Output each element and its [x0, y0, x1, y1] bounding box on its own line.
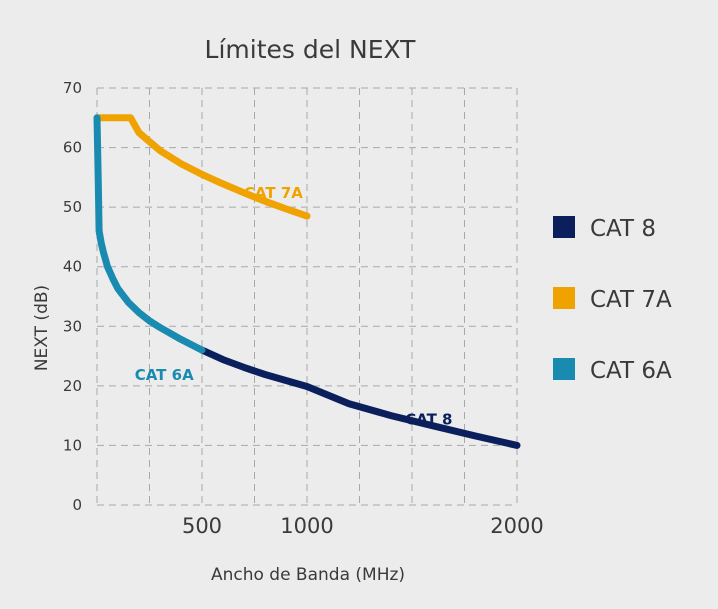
legend-label: CAT 7A — [590, 287, 672, 313]
legend: CAT 8 CAT 7A CAT 6A — [553, 216, 672, 384]
y-tick-label: 60 — [63, 139, 82, 157]
y-tick-labels: 0 10 20 30 40 50 60 70 — [63, 79, 82, 514]
series-lines — [93, 114, 521, 449]
y-tick-label: 0 — [72, 496, 82, 514]
legend-swatch — [553, 358, 575, 380]
y-tick-label: 50 — [63, 198, 82, 216]
y-tick-label: 20 — [63, 377, 82, 395]
series-line-cat-8 — [198, 346, 521, 449]
x-tick-label: 500 — [182, 514, 222, 538]
chart-title: Límites del NEXT — [205, 35, 417, 64]
x-axis-label: Ancho de Banda (MHz) — [211, 565, 405, 585]
legend-label: CAT 8 — [590, 216, 656, 242]
curve-label: CAT 6A — [135, 366, 194, 384]
series-line-cat-7a — [93, 114, 311, 220]
y-axis-label: NEXT (dB) — [32, 285, 52, 371]
y-tick-label: 70 — [63, 79, 82, 97]
x-tick-labels: 500 1000 2000 — [182, 514, 544, 538]
y-tick-label: 40 — [63, 258, 82, 276]
grid-lines — [96, 87, 518, 506]
y-tick-label: 30 — [63, 317, 82, 335]
x-tick-label: 2000 — [490, 514, 543, 538]
curve-label: CAT 8 — [405, 411, 452, 429]
curve-labels: CAT 8 CAT 7A CAT 6A — [135, 184, 453, 428]
curve-label: CAT 7A — [244, 184, 303, 202]
y-tick-label: 10 — [63, 436, 82, 454]
legend-label: CAT 6A — [590, 358, 672, 384]
series-line-cat-6a — [93, 114, 206, 354]
x-tick-label: 1000 — [280, 514, 333, 538]
legend-swatch — [553, 216, 575, 238]
legend-swatch — [553, 287, 575, 309]
